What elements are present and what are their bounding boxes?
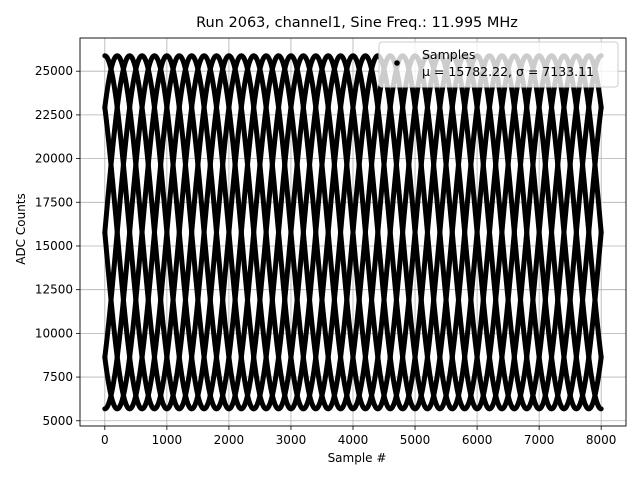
y-tick-label: 12500 [35, 283, 73, 297]
scatter-points [102, 53, 604, 412]
legend-marker [394, 60, 400, 66]
y-tick-label: 25000 [35, 64, 73, 78]
y-tick-label: 5000 [42, 414, 73, 428]
x-tick-label: 5000 [400, 433, 431, 447]
x-axis-label: Sample # [328, 451, 387, 465]
x-tick-label: 1000 [152, 433, 183, 447]
x-tick-label: 0 [101, 433, 109, 447]
y-tick-label: 22500 [35, 108, 73, 122]
x-axis-ticks: 0 1000 2000 3000 4000 5000 6000 7000 8000 [101, 426, 616, 447]
legend-box [378, 41, 619, 88]
y-axis-label: ADC Counts [14, 193, 28, 265]
x-tick-label: 6000 [462, 433, 493, 447]
sample-trace [102, 53, 604, 412]
chart-title: Run 2063, channel1, Sine Freq.: 11.995 M… [196, 15, 518, 31]
x-tick-label: 7000 [524, 433, 555, 447]
x-tick-label: 3000 [276, 433, 307, 447]
y-tick-label: 10000 [35, 326, 73, 340]
y-tick-label: 17500 [35, 195, 73, 209]
x-tick-label: 8000 [586, 433, 617, 447]
y-tick-label: 20000 [35, 152, 73, 166]
legend-stats: μ = 15782.22, σ = 7133.11 [422, 64, 594, 79]
sample-trace [102, 53, 604, 412]
y-tick-label: 7500 [42, 370, 73, 384]
legend: Samples μ = 15782.22, σ = 7133.11 [378, 41, 619, 88]
x-tick-label: 2000 [214, 433, 245, 447]
legend-label: Samples [422, 47, 475, 62]
x-tick-label: 4000 [338, 433, 369, 447]
sample-trace [102, 53, 604, 412]
y-axis-ticks: 5000 7500 10000 12500 15000 17500 20000 22500 25… [35, 64, 80, 428]
y-tick-label: 15000 [35, 239, 73, 253]
